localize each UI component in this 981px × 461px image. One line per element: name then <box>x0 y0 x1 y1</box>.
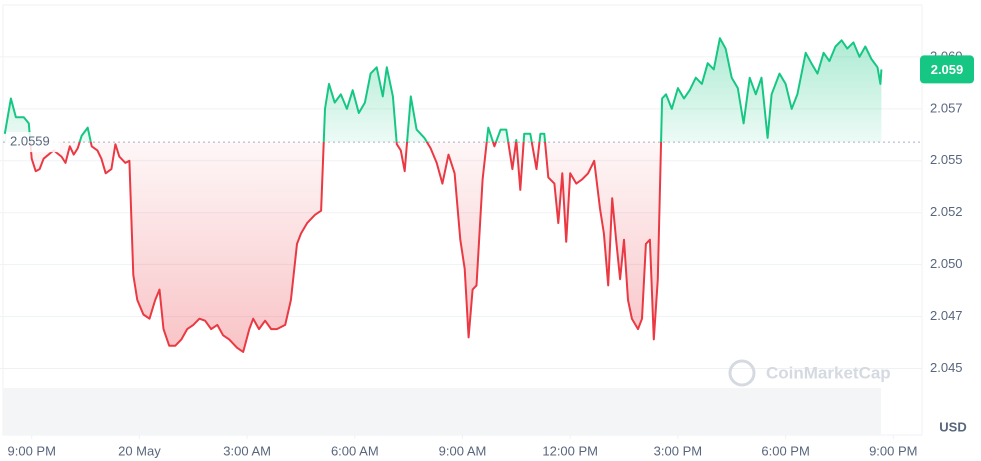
baseline-label: 2.0559 <box>10 134 50 149</box>
watermark: CoinMarketCap <box>728 359 891 387</box>
x-tick-label: 6:00 AM <box>331 443 379 458</box>
y-tick-label: 2.055 <box>930 152 963 167</box>
y-tick-label: 2.052 <box>930 204 963 219</box>
volume-band <box>3 388 881 435</box>
y-tick-label: 2.050 <box>930 256 963 271</box>
watermark-text: CoinMarketCap <box>766 363 891 382</box>
y-tick-label: 2.047 <box>930 308 963 323</box>
currency-label: USD <box>939 419 966 434</box>
x-tick-label: 20 May <box>118 443 161 458</box>
x-tick-label: 3:00 AM <box>223 443 271 458</box>
price-line <box>3 37 883 353</box>
y-tick-label: 2.045 <box>930 360 963 375</box>
y-tick-label: 2.057 <box>930 100 963 115</box>
x-tick-label: 12:00 PM <box>542 443 598 458</box>
watermark-logo <box>728 359 756 387</box>
x-tick-label: 9:00 PM <box>869 443 917 458</box>
baseline-label-bg <box>6 132 60 153</box>
x-tick-label: 9:00 PM <box>8 443 56 458</box>
x-tick-label: 6:00 PM <box>761 443 809 458</box>
area-fill <box>4 38 882 352</box>
x-tick-label: 3:00 PM <box>654 443 702 458</box>
last-price-label: 2.059 <box>931 62 964 77</box>
x-tick-label: 9:00 AM <box>439 443 487 458</box>
last-price-badge <box>920 55 974 84</box>
